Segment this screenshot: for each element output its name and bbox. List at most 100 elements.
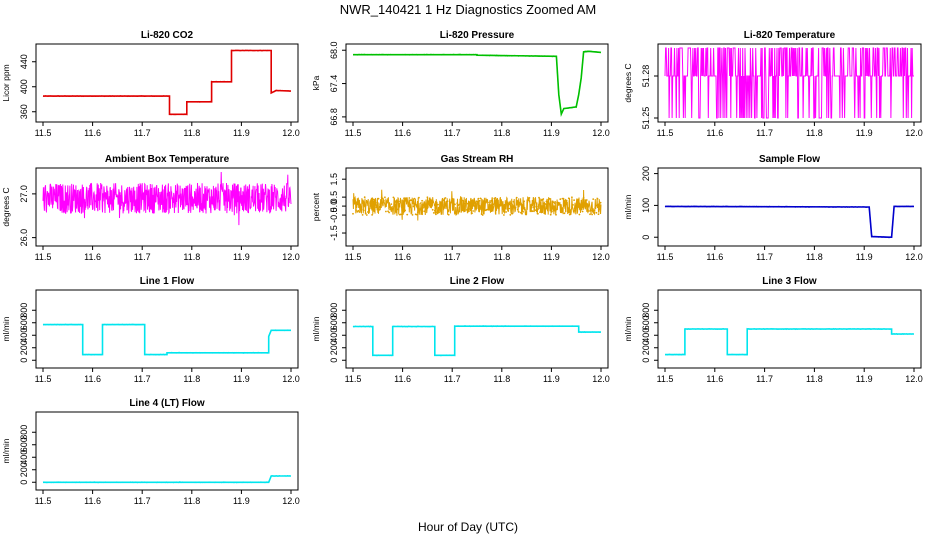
data-point bbox=[354, 202, 356, 205]
data-point bbox=[481, 214, 484, 216]
data-point bbox=[450, 200, 453, 202]
x-tick-label: 11.7 bbox=[134, 252, 151, 262]
x-tick-label: 12.0 bbox=[282, 496, 300, 506]
data-point bbox=[486, 208, 488, 211]
data-point bbox=[359, 205, 362, 208]
x-tick-label: 11.8 bbox=[806, 374, 823, 384]
data-point bbox=[460, 208, 463, 211]
series-marks bbox=[352, 325, 601, 357]
data-point bbox=[572, 204, 574, 206]
data-point bbox=[526, 201, 529, 204]
data-point bbox=[553, 201, 555, 204]
data-point bbox=[390, 203, 393, 206]
x-tick-label: 12.0 bbox=[282, 252, 300, 262]
data-point bbox=[388, 211, 390, 214]
data-point bbox=[554, 202, 556, 205]
data-point bbox=[477, 197, 480, 200]
data-point bbox=[548, 197, 551, 200]
data-point bbox=[558, 203, 561, 206]
data-point bbox=[490, 199, 493, 202]
data-point bbox=[355, 209, 358, 212]
data-point bbox=[365, 214, 368, 216]
y-axis-label: Licor ppm bbox=[1, 64, 11, 101]
data-point bbox=[429, 199, 432, 201]
x-tick-label: 12.0 bbox=[905, 374, 923, 384]
data-point bbox=[571, 196, 573, 199]
x-tick-label: 11.7 bbox=[134, 374, 151, 384]
data-series bbox=[43, 49, 292, 116]
data-point bbox=[510, 202, 513, 205]
data-point bbox=[504, 204, 506, 207]
x-tick-label: 11.6 bbox=[84, 374, 101, 384]
x-tick-label: 11.9 bbox=[233, 252, 250, 262]
y-tick-label: 1.5 bbox=[329, 173, 339, 186]
data-point bbox=[373, 210, 376, 213]
data-point bbox=[470, 202, 472, 205]
x-tick-label: 11.5 bbox=[657, 128, 674, 138]
data-point bbox=[399, 213, 402, 216]
data-point bbox=[573, 199, 575, 202]
data-point bbox=[471, 212, 473, 215]
plot-frame bbox=[35, 167, 299, 247]
data-point bbox=[473, 205, 476, 207]
series-marks bbox=[42, 49, 292, 116]
data-point bbox=[478, 199, 481, 202]
plot-frame bbox=[35, 43, 299, 123]
x-tick-label: 11.9 bbox=[233, 374, 250, 384]
data-point bbox=[424, 206, 427, 209]
y-tick-label: 0.5 bbox=[329, 191, 339, 204]
x-tick-label: 11.8 bbox=[493, 374, 510, 384]
data-point bbox=[389, 208, 392, 211]
y-tick-label: 51.28 bbox=[641, 65, 651, 88]
data-point bbox=[587, 208, 589, 211]
panel-title: Line 3 Flow bbox=[762, 276, 817, 287]
series-marks bbox=[352, 189, 602, 221]
panel-title: Line 4 (LT) Flow bbox=[129, 398, 205, 409]
y-tick-label: 600 bbox=[19, 315, 29, 330]
y-tick-label: 0.0 bbox=[329, 200, 339, 213]
panel-title: Li-820 CO2 bbox=[141, 30, 194, 41]
x-tick-label: 11.8 bbox=[493, 252, 510, 262]
data-point bbox=[517, 211, 520, 213]
y-tick-label: 200 bbox=[19, 340, 29, 355]
x-tick-label: 11.5 bbox=[35, 496, 52, 506]
series-marks bbox=[664, 327, 914, 356]
y-tick-label: 68.0 bbox=[329, 41, 339, 59]
data-point bbox=[391, 207, 394, 210]
panel-title: Ambient Box Temperature bbox=[105, 154, 230, 165]
data-point bbox=[527, 199, 530, 202]
data-point bbox=[420, 202, 422, 204]
data-point bbox=[584, 205, 587, 208]
data-point bbox=[454, 203, 456, 206]
data-series bbox=[665, 328, 914, 356]
data-point bbox=[433, 209, 436, 212]
data-point bbox=[516, 208, 519, 211]
data-point bbox=[435, 213, 437, 216]
data-point bbox=[441, 203, 444, 206]
data-point bbox=[404, 209, 406, 212]
y-tick-label: 360 bbox=[19, 104, 29, 119]
data-point bbox=[369, 202, 371, 204]
data-point bbox=[419, 208, 421, 211]
data-point bbox=[487, 201, 489, 204]
data-noise bbox=[664, 205, 914, 239]
data-point bbox=[380, 196, 383, 199]
data-point bbox=[574, 209, 576, 212]
data-point bbox=[542, 198, 545, 200]
data-point bbox=[576, 206, 579, 209]
data-point bbox=[358, 211, 361, 213]
data-point bbox=[506, 201, 508, 204]
data-point bbox=[396, 208, 399, 211]
x-tick-label: 11.5 bbox=[345, 374, 362, 384]
data-series bbox=[664, 205, 914, 238]
panel-1: Li-820 CO2 Licor ppm 11.5 11.6 11.7 11.8 11.9 1… bbox=[1, 30, 300, 138]
data-point bbox=[560, 211, 563, 214]
data-point bbox=[374, 199, 377, 202]
y-tick-label: 600 bbox=[19, 437, 29, 452]
x-tick-label: 12.0 bbox=[282, 374, 300, 384]
data-point bbox=[403, 197, 405, 200]
data-point bbox=[519, 201, 521, 204]
data-point bbox=[536, 205, 538, 208]
panel-title: Line 1 Flow bbox=[140, 276, 195, 287]
